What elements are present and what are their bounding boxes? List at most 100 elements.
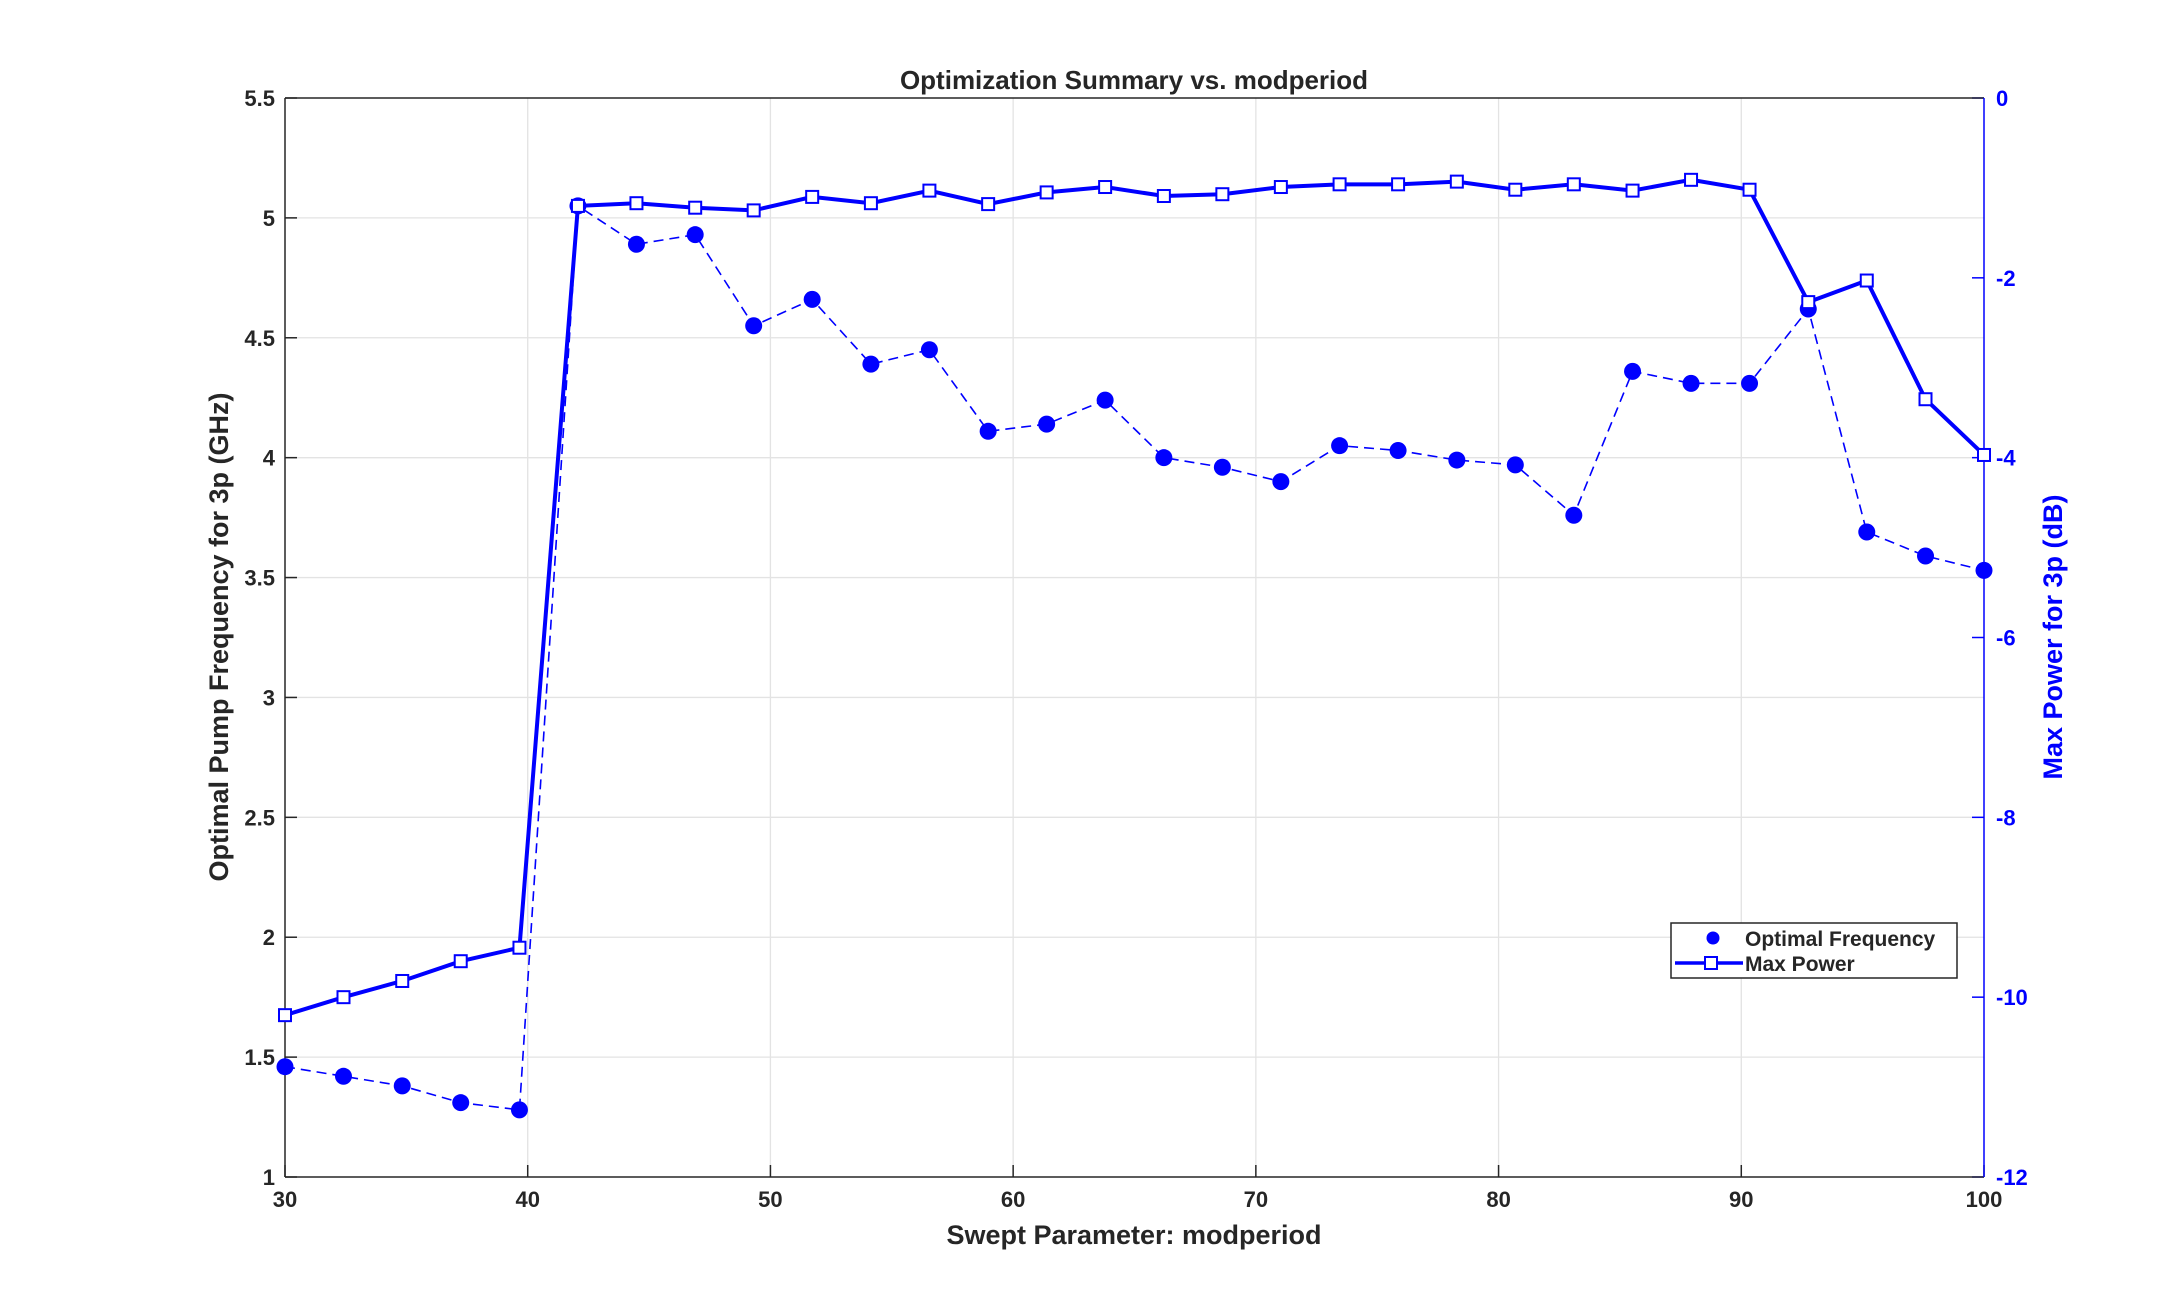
legend-box	[1670, 922, 1958, 979]
max-power-point	[1508, 182, 1523, 197]
optimal-frequency-point	[803, 290, 821, 308]
max-power-point	[688, 200, 703, 215]
axes	[284, 97, 1985, 1178]
max-power-point	[1156, 189, 1171, 204]
series-optimal-frequency	[276, 197, 1993, 1119]
legend-label-max-power: Max Power	[1745, 953, 1855, 976]
optimal-frequency-point	[1506, 456, 1524, 474]
optimal-frequency-line	[284, 204, 1985, 1111]
y-axis-left-label: Optimal Pump Frequency for 3p (GHz)	[204, 392, 234, 881]
grid	[285, 98, 1984, 1177]
optimal-frequency-point	[1096, 391, 1114, 409]
y-right-tick-label: 0	[1996, 86, 2008, 111]
max-power-point	[1039, 185, 1054, 200]
x-tick-label: 50	[758, 1187, 782, 1212]
optimal-frequency-point	[334, 1067, 352, 1085]
x-axis-label: Swept Parameter: modperiod	[946, 1220, 1321, 1250]
max-power-point	[512, 940, 527, 955]
optimal-frequency-point	[393, 1077, 411, 1095]
max-power-point	[1273, 180, 1288, 195]
optimal-frequency-point	[1975, 561, 1993, 579]
optimal-frequency-point	[1155, 449, 1173, 467]
max-power-point	[1918, 392, 1933, 407]
optimal-frequency-point	[627, 235, 645, 253]
x-tick-label: 90	[1729, 1187, 1753, 1212]
optimal-frequency-point	[1741, 374, 1759, 392]
optimal-frequency-point	[452, 1094, 470, 1112]
y-left-tick-label: 2.5	[244, 805, 275, 830]
y-left-tick-label: 1.5	[244, 1045, 275, 1070]
max-power-point	[746, 203, 761, 218]
max-power-point	[1742, 182, 1757, 197]
x-tick-label: 40	[515, 1187, 539, 1212]
optimal-frequency-point	[1038, 415, 1056, 433]
max-power-point	[1625, 183, 1640, 198]
max-power-point	[805, 189, 820, 204]
max-power-point	[570, 198, 585, 213]
legend-marker-optimal-frequency	[1706, 931, 1720, 945]
optimal-frequency-point	[276, 1058, 294, 1076]
max-power-point	[1859, 273, 1874, 288]
max-power-point	[278, 1008, 292, 1023]
tick-labels: 30 40 50 60 70 80 90 100 1 1.5 2 2.5 3 3.5 4 4.5 5 5.5 -12…	[244, 86, 2027, 1212]
y-right-tick-label: -4	[1996, 446, 2016, 471]
y-left-tick-label: 5.5	[244, 86, 275, 111]
optimal-frequency-point	[1565, 506, 1583, 524]
optimal-frequency-point	[1272, 473, 1290, 491]
y-right-tick-label: -8	[1996, 805, 2016, 830]
optimal-frequency-point	[862, 355, 880, 373]
optimal-frequency-point	[1682, 374, 1700, 392]
optimal-frequency-point	[1331, 437, 1349, 455]
y-axis-right-label: Max Power for 3p (dB)	[2038, 494, 2068, 779]
max-power-point	[1391, 177, 1406, 192]
optimal-frequency-point	[1917, 547, 1935, 565]
optimal-frequency-point	[979, 422, 997, 440]
y-left-tick-label: 5	[263, 206, 275, 231]
max-power-point	[1215, 187, 1230, 202]
max-power-point	[1566, 177, 1581, 192]
max-power-point	[1801, 295, 1816, 310]
optimal-frequency-point	[1213, 458, 1231, 476]
x-tick-label: 70	[1244, 1187, 1268, 1212]
legend-label-optimal-frequency: Optimal Frequency	[1745, 928, 1936, 951]
legend: Optimal Frequency Max Power	[1670, 922, 1958, 979]
max-power-point	[395, 973, 410, 988]
legend-marker-max-power	[1704, 956, 1718, 970]
optimal-frequency-point	[745, 317, 763, 335]
y-left-tick-label: 3	[263, 685, 275, 710]
optimal-frequency-point	[920, 341, 938, 359]
optimal-frequency-point	[1624, 362, 1642, 380]
y-right-tick-label: -10	[1996, 985, 2028, 1010]
max-power-point	[863, 196, 878, 211]
x-tick-label: 60	[1001, 1187, 1025, 1212]
x-tick-label: 30	[273, 1187, 297, 1212]
optimal-frequency-point	[1858, 523, 1876, 541]
y-left-tick-label: 1	[263, 1165, 275, 1190]
x-tick-label: 80	[1486, 1187, 1510, 1212]
max-power-point	[1684, 172, 1699, 187]
optimal-frequency-point	[686, 226, 704, 244]
optimal-frequency-point	[510, 1101, 528, 1119]
max-power-line	[284, 177, 1986, 1018]
series-max-power	[278, 172, 1991, 1023]
max-power-point	[453, 954, 468, 969]
max-power-point	[1098, 180, 1113, 195]
optimal-frequency-point	[1389, 441, 1407, 459]
max-power-point	[1449, 174, 1464, 189]
y-right-tick-label: -12	[1996, 1165, 2028, 1190]
y-right-tick-label: -2	[1996, 266, 2016, 291]
max-power-point	[981, 197, 996, 212]
y-left-tick-label: 4.5	[244, 326, 275, 351]
max-power-point	[1977, 447, 1991, 462]
optimal-frequency-point	[1448, 451, 1466, 469]
y-left-tick-label: 3.5	[244, 566, 275, 591]
x-tick-label: 100	[1966, 1187, 2003, 1212]
y-left-tick-label: 4	[263, 446, 276, 471]
chart-title: Optimization Summary vs. modperiod	[900, 65, 1368, 95]
y-right-tick-label: -6	[1996, 626, 2016, 651]
max-power-point	[336, 990, 351, 1005]
y-left-tick-label: 2	[263, 925, 275, 950]
max-power-point	[629, 196, 644, 211]
